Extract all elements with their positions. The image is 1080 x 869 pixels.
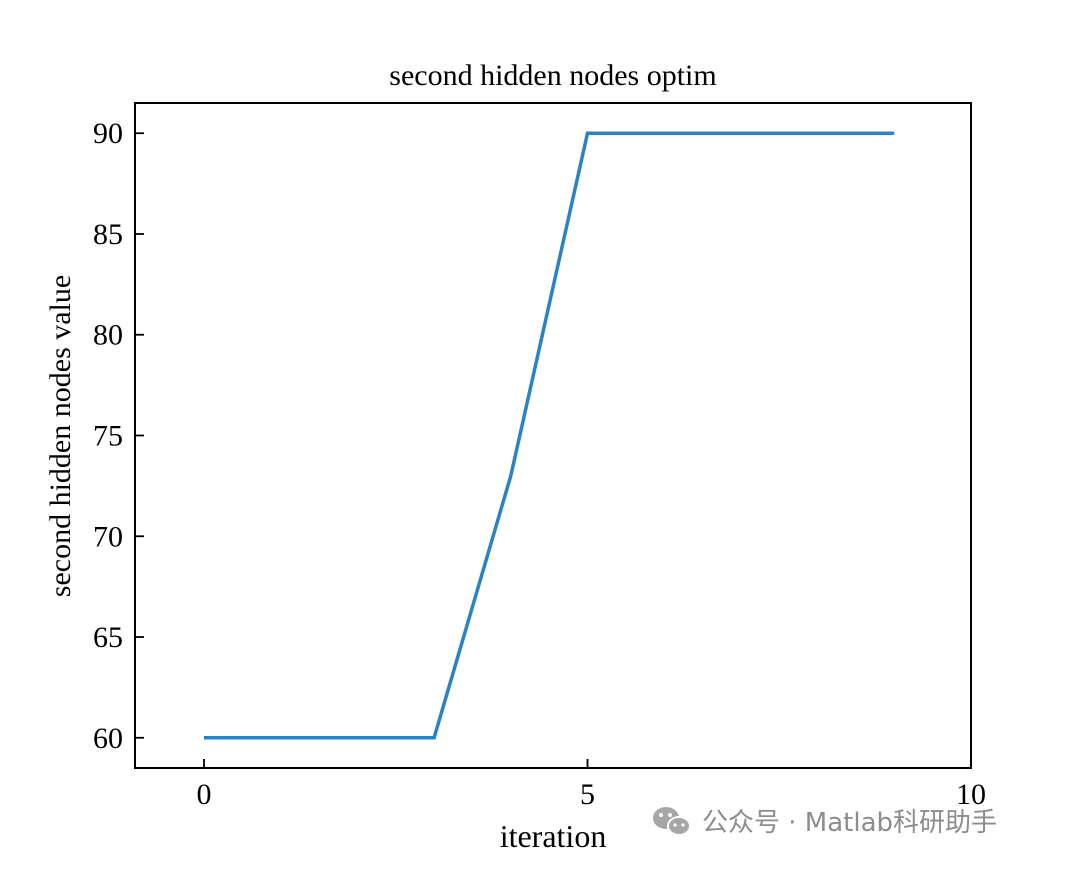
x-tick-label: 5 (580, 778, 595, 811)
x-tick-label: 10 (956, 778, 986, 811)
watermark: 公众号 · Matlab科研助手 (653, 807, 997, 838)
y-tick-label: 85 (93, 218, 123, 251)
x-tick-label: 0 (197, 778, 212, 811)
y-tick-label: 65 (93, 621, 123, 654)
y-tick-label: 90 (93, 117, 123, 150)
y-tick-label: 70 (93, 520, 123, 553)
y-tick-label: 75 (93, 420, 123, 453)
plot-area-frame (134, 102, 972, 769)
x-axis-label: iteration (500, 818, 607, 854)
x-axis-ticks: 0 5 10 (197, 759, 986, 811)
y-tick-label: 60 (93, 722, 123, 755)
chart-title: second hidden nodes optim (389, 59, 716, 92)
y-axis-label: second hidden nodes value (44, 275, 77, 597)
watermark-text: 公众号 · Matlab科研助手 (702, 808, 997, 838)
series-lines (204, 131, 895, 740)
series-line (204, 131, 895, 740)
y-axis-ticks: 60 65 70 75 80 85 90 (93, 117, 144, 755)
wechat-icon (653, 807, 691, 836)
y-tick-label: 80 (93, 319, 123, 352)
